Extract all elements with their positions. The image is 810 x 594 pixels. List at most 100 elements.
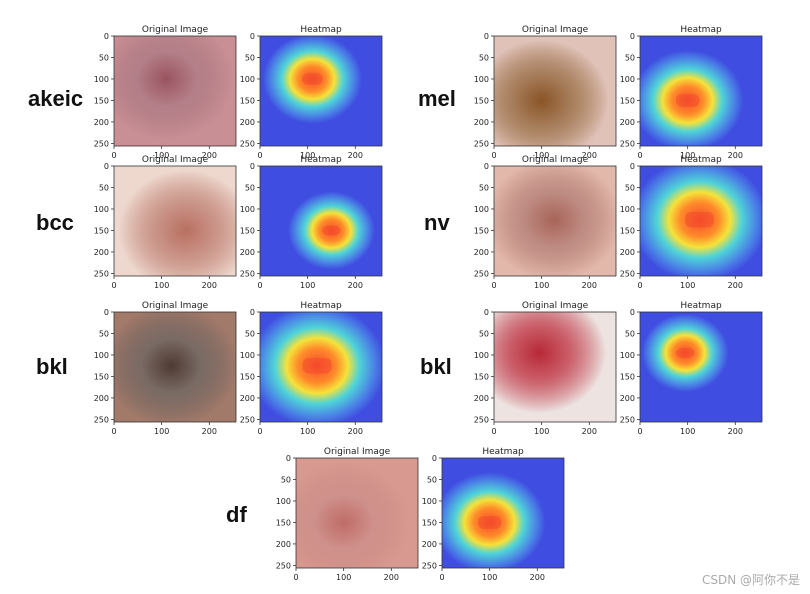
axes-frame (639, 165, 763, 277)
y-tick-label: 100 (276, 497, 291, 506)
heatmap-title: Heatmap (300, 301, 342, 311)
axes-frame (113, 311, 237, 423)
heatmap-hotspot (301, 73, 323, 85)
heatmap-hotspot (302, 357, 332, 374)
x-tick-label: 100 (336, 573, 351, 582)
axes-frame (493, 311, 617, 423)
y-tick-label: 250 (240, 139, 255, 148)
y-tick-label: 100 (620, 351, 635, 360)
y-tick-label: 50 (427, 475, 437, 484)
y-tick-label: 250 (94, 269, 109, 278)
original-title: Original Image (522, 25, 589, 35)
original-title: Original Image (142, 301, 209, 311)
axes-frame (259, 311, 383, 423)
x-tick-label: 0 (111, 151, 116, 160)
y-tick-label: 150 (94, 372, 109, 381)
heatmap-hotspot (675, 94, 700, 107)
y-tick-label: 0 (432, 454, 437, 463)
y-tick-label: 100 (94, 205, 109, 214)
original-title: Original Image (324, 447, 391, 457)
heatmap-image (640, 312, 762, 422)
x-tick-label: 200 (202, 151, 217, 160)
y-tick-label: 0 (250, 162, 255, 171)
y-tick-label: 100 (94, 351, 109, 360)
heatmap-hotspot (477, 516, 502, 529)
x-tick-label: 100 (680, 151, 695, 160)
y-tick-label: 250 (276, 561, 291, 570)
y-tick-label: 200 (240, 118, 255, 127)
y-tick-label: 50 (625, 53, 635, 62)
row-label-akeic: akeic (28, 86, 84, 111)
x-tick-label: 0 (111, 281, 116, 290)
y-tick-label: 150 (276, 518, 291, 527)
y-tick-label: 250 (94, 415, 109, 424)
x-tick-label: 200 (202, 427, 217, 436)
y-tick-label: 150 (94, 96, 109, 105)
y-tick-label: 0 (484, 308, 489, 317)
heatmap-hotspot (685, 211, 714, 228)
x-tick-label: 0 (491, 427, 496, 436)
heatmap-hotspot (322, 225, 341, 236)
x-tick-label: 200 (728, 281, 743, 290)
panel-pair-akeic: 0 100 200 0 50 100 150 200 250 Original Image 0 100… (94, 25, 383, 160)
x-tick-label: 100 (534, 427, 549, 436)
x-tick-label: 200 (582, 151, 597, 160)
x-tick-label: 100 (300, 151, 315, 160)
y-tick-label: 50 (99, 53, 109, 62)
panel-pair-mel: 0 100 200 0 50 100 150 200 250 Original Image 0 100… (474, 25, 763, 160)
row-label-bkl: bkl (36, 354, 68, 379)
original-image (494, 36, 616, 146)
panel-pair-nv: 0 100 200 0 50 100 150 200 250 Original Image 0 100… (474, 155, 763, 290)
y-tick-label: 200 (474, 394, 489, 403)
row-label-bcc: bcc (36, 210, 74, 235)
y-tick-label: 50 (625, 329, 635, 338)
y-tick-label: 250 (620, 269, 635, 278)
y-tick-label: 200 (94, 118, 109, 127)
y-tick-label: 100 (474, 205, 489, 214)
axes-frame (639, 35, 763, 147)
panel-pair-bcc: 0 100 200 0 50 100 150 200 250 Original Image 0 100… (94, 155, 383, 290)
x-tick-label: 0 (491, 151, 496, 160)
y-tick-label: 200 (474, 248, 489, 257)
axes-frame (295, 457, 419, 569)
y-tick-label: 150 (94, 226, 109, 235)
y-tick-label: 0 (630, 32, 635, 41)
y-tick-label: 100 (620, 75, 635, 84)
y-tick-label: 200 (94, 394, 109, 403)
y-tick-label: 150 (620, 372, 635, 381)
x-tick-label: 100 (300, 281, 315, 290)
x-tick-label: 100 (680, 281, 695, 290)
axes-frame (113, 35, 237, 147)
x-tick-label: 0 (257, 281, 262, 290)
heatmap-title: Heatmap (300, 155, 342, 165)
x-tick-label: 100 (482, 573, 497, 582)
y-tick-label: 200 (240, 248, 255, 257)
axes-frame (493, 165, 617, 277)
y-tick-label: 250 (94, 139, 109, 148)
y-tick-label: 100 (240, 205, 255, 214)
x-tick-label: 200 (582, 281, 597, 290)
y-tick-label: 250 (240, 415, 255, 424)
y-tick-label: 250 (240, 269, 255, 278)
x-tick-label: 100 (534, 151, 549, 160)
x-tick-label: 0 (257, 151, 262, 160)
y-tick-label: 100 (474, 75, 489, 84)
row-label-bkl-2: bkl (420, 354, 452, 379)
x-tick-label: 0 (257, 427, 262, 436)
y-tick-label: 100 (240, 75, 255, 84)
y-tick-label: 200 (94, 248, 109, 257)
y-tick-label: 50 (479, 329, 489, 338)
y-tick-label: 0 (250, 308, 255, 317)
y-tick-label: 100 (240, 351, 255, 360)
heatmap-image (640, 36, 762, 146)
y-tick-label: 50 (245, 329, 255, 338)
x-tick-label: 100 (300, 427, 315, 436)
axes-frame (493, 35, 617, 147)
heatmap-image (442, 458, 564, 568)
x-tick-label: 100 (680, 427, 695, 436)
y-tick-label: 0 (250, 32, 255, 41)
y-tick-label: 0 (630, 308, 635, 317)
x-tick-label: 200 (202, 281, 217, 290)
x-tick-label: 0 (293, 573, 298, 582)
